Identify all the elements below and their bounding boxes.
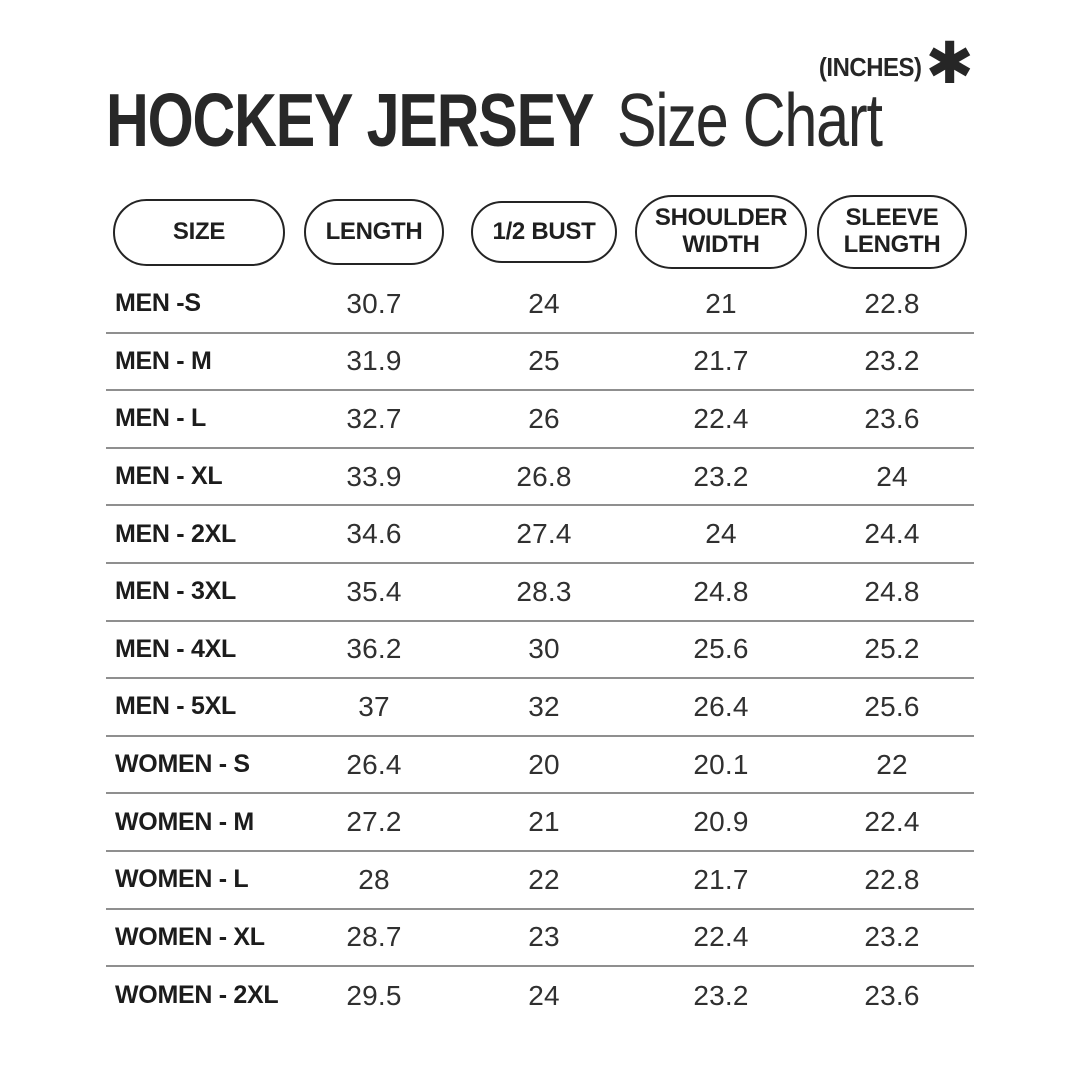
size-value: 24 [528, 979, 560, 1011]
size-value: 23.2 [693, 979, 749, 1011]
column-header-sleeve-length: SLEEVE LENGTH [810, 195, 974, 269]
page-title-suffix: Size Chart [616, 78, 883, 162]
size-label: MEN - 2XL [115, 519, 236, 548]
size-label: WOMEN - XL [115, 922, 265, 951]
size-value: 35.4 [346, 575, 402, 607]
size-value: 26 [528, 402, 560, 434]
size-value: 23.2 [864, 345, 920, 377]
size-value: 24.8 [693, 575, 749, 607]
table-row: MEN - L 32.7 26 22.4 23.6 [106, 391, 974, 449]
table-row: WOMEN - M 27.2 21 20.9 22.4 [106, 794, 974, 852]
table-row: WOMEN - L 28 22 21.7 22.8 [106, 852, 974, 910]
size-value: 30 [528, 633, 560, 665]
size-value: 20 [528, 748, 560, 780]
size-value: 23.6 [864, 402, 920, 434]
size-value: 25.2 [864, 633, 920, 665]
size-value: 37 [358, 690, 390, 722]
size-value: 21.7 [693, 863, 749, 895]
size-value: 27.2 [346, 806, 402, 838]
size-value: 20.9 [693, 806, 749, 838]
size-value: 21 [528, 806, 560, 838]
size-value: 21 [705, 287, 737, 319]
size-label: WOMEN - L [115, 865, 249, 894]
size-column-pill: SIZE [113, 198, 285, 266]
size-label: MEN - 5XL [115, 692, 236, 721]
size-value: 26.8 [516, 460, 572, 492]
size-value: 22 [876, 748, 908, 780]
size-value: 32 [528, 690, 560, 722]
size-value: 28.7 [346, 921, 402, 953]
sleeve-length-column-pill: SLEEVE LENGTH [817, 195, 967, 269]
page-title-product: HOCKEY JERSEY [106, 78, 593, 162]
size-value: 22.8 [864, 287, 920, 319]
length-column-pill: LENGTH [304, 199, 444, 265]
size-value: 24.4 [864, 518, 920, 550]
half-bust-column-pill: 1/2 BUST [471, 201, 617, 263]
size-label: MEN - XL [115, 462, 223, 491]
size-label: MEN -S [115, 289, 201, 318]
size-value: 28.3 [516, 575, 572, 607]
size-value: 30.7 [346, 287, 402, 319]
shoulder-width-column-pill: SHOULDER WIDTH [635, 195, 807, 269]
size-value: 33.9 [346, 460, 402, 492]
column-header-shoulder-width: SHOULDER WIDTH [632, 195, 810, 269]
size-label: WOMEN - M [115, 807, 254, 836]
table-row: MEN - M 31.9 25 21.7 23.2 [106, 334, 974, 392]
table-header-row: SIZE LENGTH 1/2 BUST SHOULDER WIDTH SLEE… [106, 188, 974, 276]
unit-note: (INCHES) ✱ [810, 31, 974, 96]
size-label: WOMEN - 2XL [115, 981, 279, 1010]
column-header-length: LENGTH [292, 199, 456, 265]
size-value: 26.4 [693, 690, 749, 722]
table-row: WOMEN - S 26.4 20 20.1 22 [106, 737, 974, 795]
size-value: 25 [528, 345, 560, 377]
table-row: MEN - 3XL 35.4 28.3 24.8 24.8 [106, 564, 974, 622]
size-value: 26.4 [346, 748, 402, 780]
column-header-half-bust: 1/2 BUST [456, 201, 632, 263]
size-value: 36.2 [346, 633, 402, 665]
size-value: 24 [528, 287, 560, 319]
size-table: SIZE LENGTH 1/2 BUST SHOULDER WIDTH SLEE… [106, 188, 974, 1025]
size-value: 28 [358, 863, 390, 895]
asterisk-icon: ✱ [925, 31, 974, 96]
size-value: 23 [528, 921, 560, 953]
size-value: 20.1 [693, 748, 749, 780]
size-label: MEN - 4XL [115, 634, 236, 663]
table-row: WOMEN - XL 28.7 23 22.4 23.2 [106, 910, 974, 968]
size-value: 22.8 [864, 863, 920, 895]
size-value: 24.8 [864, 575, 920, 607]
size-value: 23.2 [864, 921, 920, 953]
size-label: MEN - M [115, 346, 212, 375]
page-title: HOCKEY JERSEY Size Chart [106, 83, 883, 158]
table-row: MEN -S 30.7 24 21 22.8 [106, 276, 974, 334]
size-value: 27.4 [516, 518, 572, 550]
size-value: 22.4 [693, 402, 749, 434]
column-header-size: SIZE [106, 198, 292, 266]
size-value: 22 [528, 863, 560, 895]
size-value: 21.7 [693, 345, 749, 377]
size-value: 34.6 [346, 518, 402, 550]
table-row: MEN - 4XL 36.2 30 25.6 25.2 [106, 622, 974, 680]
size-value: 25.6 [864, 690, 920, 722]
size-value: 25.6 [693, 633, 749, 665]
size-label: MEN - 3XL [115, 577, 236, 606]
size-value: 24 [705, 518, 737, 550]
table-row: MEN - 5XL 37 32 26.4 25.6 [106, 679, 974, 737]
unit-label: (INCHES) [818, 51, 922, 82]
size-value: 23.6 [864, 979, 920, 1011]
size-value: 32.7 [346, 402, 402, 434]
size-value: 23.2 [693, 460, 749, 492]
size-value: 29.5 [346, 979, 402, 1011]
size-value: 22.4 [864, 806, 920, 838]
table-row: MEN - 2XL 34.6 27.4 24 24.4 [106, 506, 974, 564]
size-label: WOMEN - S [115, 750, 250, 779]
table-row: WOMEN - 2XL 29.5 24 23.2 23.6 [106, 967, 974, 1025]
header: (INCHES) ✱ HOCKEY JERSEY Size Chart [106, 0, 974, 188]
size-label: MEN - L [115, 404, 206, 433]
size-value: 22.4 [693, 921, 749, 953]
size-value: 31.9 [346, 345, 402, 377]
size-value: 24 [876, 460, 908, 492]
table-row: MEN - XL 33.9 26.8 23.2 24 [106, 449, 974, 507]
size-table-body: MEN -S 30.7 24 21 22.8 MEN - M 31.9 25 2… [106, 276, 974, 1025]
